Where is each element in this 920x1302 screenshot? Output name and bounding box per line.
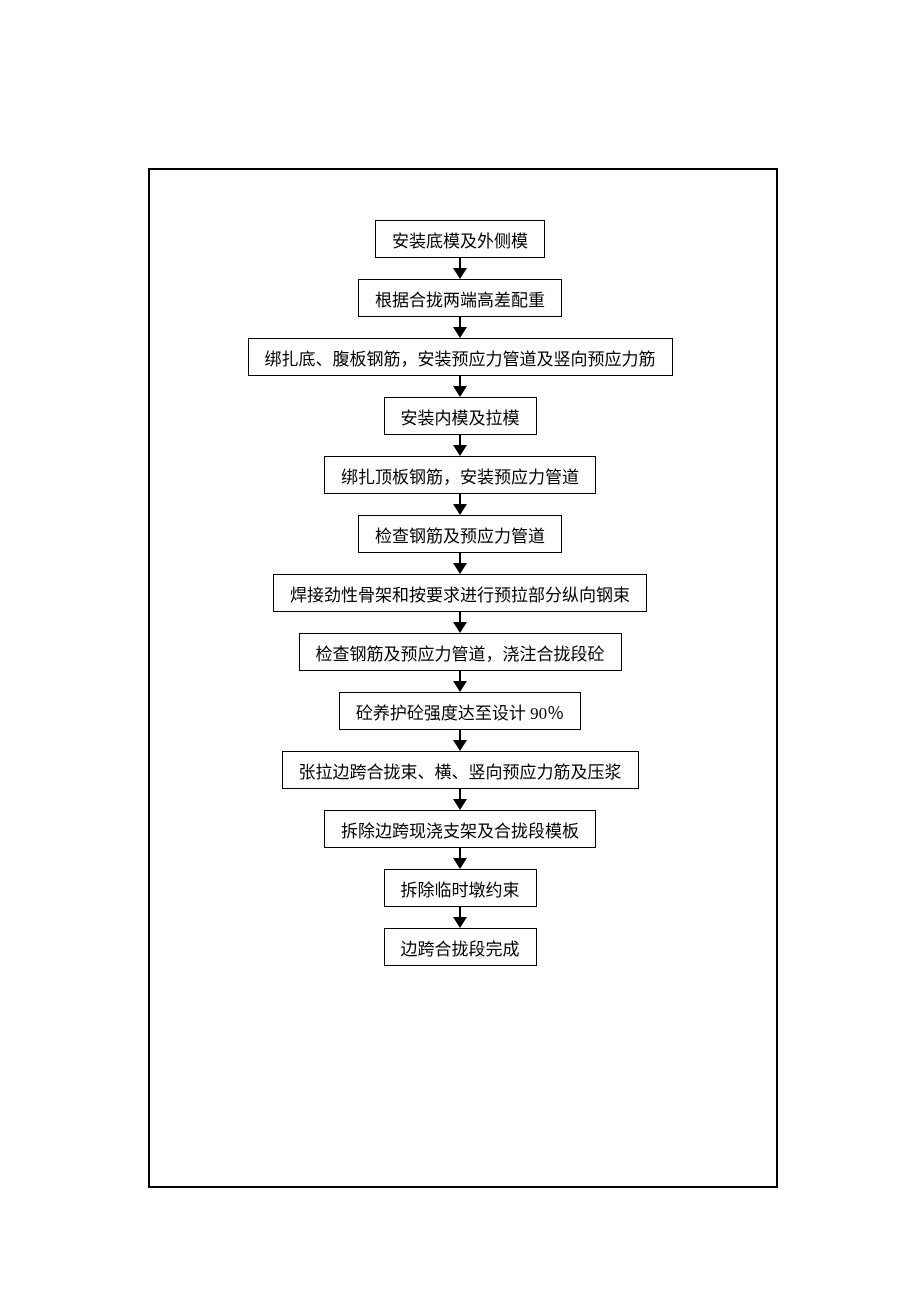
- flow-arrow: [453, 494, 467, 515]
- flow-arrow: [453, 907, 467, 928]
- flow-node: 拆除临时墩约束: [384, 869, 537, 907]
- flow-arrow: [453, 671, 467, 692]
- flow-arrow: [453, 730, 467, 751]
- flow-node: 砼养护砼强度达至设计 90％: [339, 692, 581, 730]
- flow-node: 安装底模及外侧模: [375, 220, 545, 258]
- flow-node: 拆除边跨现浇支架及合拢段模板: [324, 810, 596, 848]
- flow-arrow: [453, 317, 467, 338]
- flow-node: 检查钢筋及预应力管道，浇注合拢段砼: [299, 633, 622, 671]
- flow-node: 绑扎顶板钢筋，安装预应力管道: [324, 456, 596, 494]
- flow-node: 检查钢筋及预应力管道: [358, 515, 562, 553]
- flow-arrow: [453, 848, 467, 869]
- flow-arrow: [453, 435, 467, 456]
- flow-node: 张拉边跨合拢束、横、竖向预应力筋及压浆: [282, 751, 639, 789]
- flow-arrow: [453, 612, 467, 633]
- flow-arrow: [453, 553, 467, 574]
- flow-node: 绑扎底、腹板钢筋，安装预应力管道及竖向预应力筋: [248, 338, 673, 376]
- flowchart: 安装底模及外侧模根据合拢两端高差配重绑扎底、腹板钢筋，安装预应力管道及竖向预应力…: [0, 220, 920, 966]
- flow-arrow: [453, 376, 467, 397]
- flow-arrow: [453, 789, 467, 810]
- flow-node: 边跨合拢段完成: [384, 928, 537, 966]
- flow-node: 根据合拢两端高差配重: [358, 279, 562, 317]
- flow-node: 焊接劲性骨架和按要求进行预拉部分纵向钢束: [273, 574, 647, 612]
- flow-node: 安装内模及拉模: [384, 397, 537, 435]
- flow-arrow: [453, 258, 467, 279]
